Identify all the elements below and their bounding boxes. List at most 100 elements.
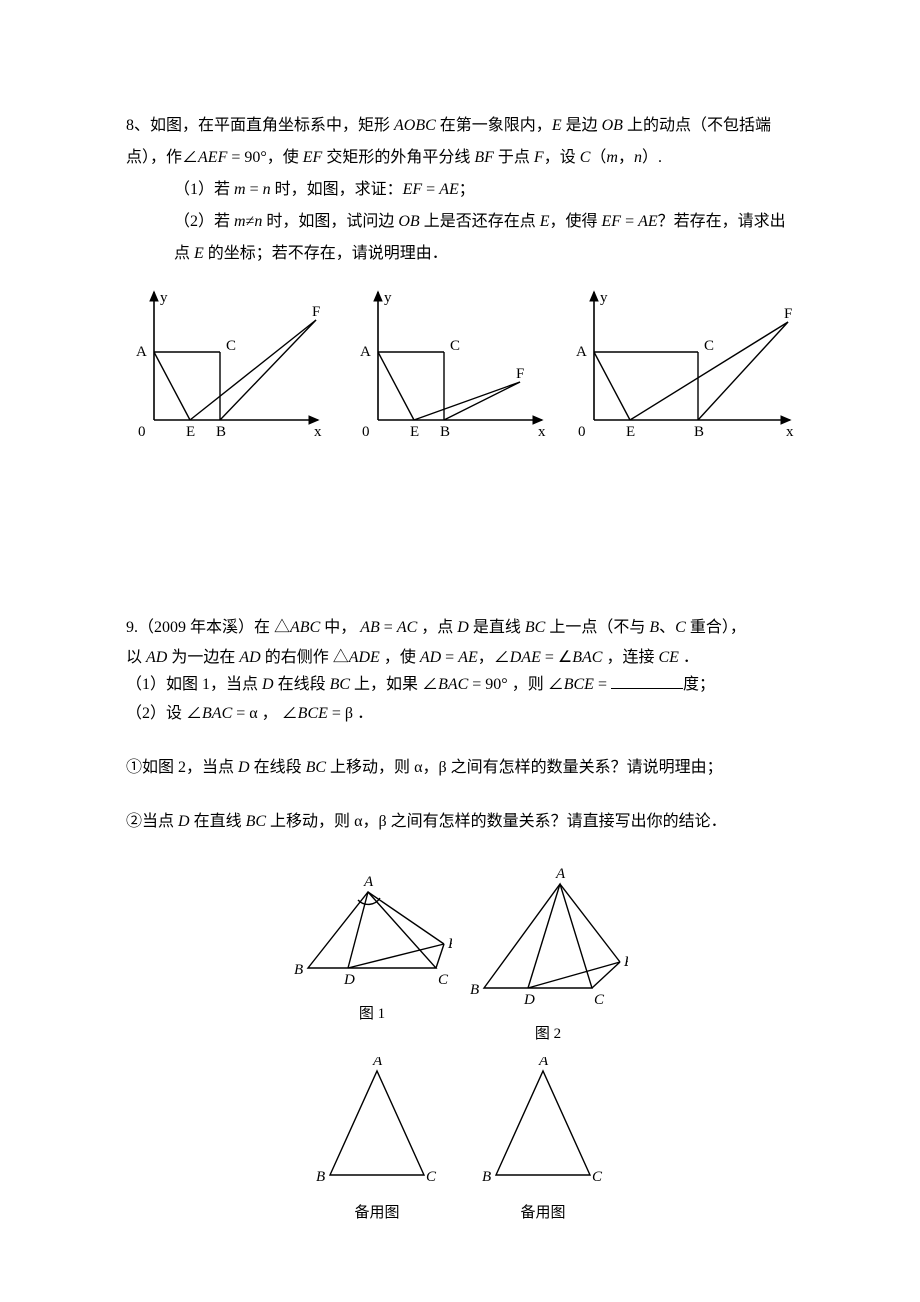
figure-caption: 图 2 (468, 1024, 628, 1045)
t: = (594, 676, 611, 693)
svg-text:x: x (538, 424, 546, 440)
t: （ (590, 149, 606, 166)
t: ． (353, 705, 373, 722)
v: m (234, 213, 246, 230)
t: 时，如图，求证： (271, 181, 403, 198)
v: BC (306, 759, 326, 776)
v: B (649, 619, 659, 636)
t: ． (679, 649, 699, 666)
svg-text:B: B (294, 962, 303, 978)
t: 上，如果 ∠ (350, 676, 438, 693)
t: ，点 (417, 619, 457, 636)
svg-text:A: A (576, 344, 587, 360)
fill-blank[interactable] (611, 672, 683, 689)
v: D (262, 676, 274, 693)
t: ； (459, 181, 475, 198)
t: 是边 (562, 117, 602, 134)
t: 时，如图，试问边 (262, 213, 398, 230)
triangle-figure: A B C 备用图 (468, 1057, 618, 1224)
svg-text:F: F (516, 366, 524, 382)
p8-q2: （2）若 m≠n 时，如图，试问边 OB 上是否还存在点 E，使得 EF = A… (126, 206, 794, 270)
figure-caption: 备用图 (302, 1203, 452, 1224)
svg-text:F: F (312, 304, 320, 320)
t: 中， (320, 619, 360, 636)
svg-text:C: C (426, 1169, 437, 1185)
svg-text:A: A (538, 1057, 549, 1069)
t: （1）如图 1，当点 (126, 676, 262, 693)
v: EF (403, 181, 423, 198)
v: C (580, 149, 591, 166)
p9-s2: ②当点 D 在直线 BC 上移动，则 α，β 之间有怎样的数量关系？请直接写出你… (126, 806, 794, 838)
v: m (606, 149, 618, 166)
t: ， (618, 149, 634, 166)
p9-line2: 以 AD 为一边在 AD 的右侧作 △ADE ，使 AD = AE，∠DAE =… (126, 644, 794, 671)
t: ， (362, 813, 378, 830)
v: AE (458, 649, 478, 666)
p9-q2: （2）设 ∠BAC = α ， ∠BCE = β ． (126, 698, 794, 730)
v: BAC (202, 705, 232, 722)
v: OB (398, 213, 419, 230)
t: ，连接 (602, 649, 658, 666)
p8-intro: 8、如图，在平面直角坐标系中，矩形 AOBC 在第一象限内，E 是边 OB 上的… (126, 110, 794, 174)
v: BCE (564, 676, 594, 693)
spacer (126, 472, 794, 612)
svg-text:E: E (626, 424, 635, 440)
t: 重合）， (686, 619, 746, 636)
v: AC (397, 619, 417, 636)
t: ，设 (544, 149, 580, 166)
t: = 90° ，则 ∠ (468, 676, 563, 693)
v: AD (146, 649, 167, 666)
beta: β (438, 759, 446, 776)
t: = (621, 213, 638, 230)
v: BC (525, 619, 545, 636)
figure-caption: 备用图 (468, 1203, 618, 1224)
t: （2）若 (174, 213, 234, 230)
v: AE (439, 181, 459, 198)
t: 上移动，则 (266, 813, 354, 830)
figure-caption: 图 1 (292, 1004, 452, 1025)
coord-figure: y x 0 A C B E F (120, 282, 328, 464)
svg-text:D: D (343, 972, 355, 988)
svg-text:C: C (592, 1169, 603, 1185)
svg-text:A: A (136, 344, 147, 360)
v: AOBC (394, 117, 436, 134)
spacer (126, 730, 794, 752)
t: = (232, 705, 249, 722)
t: = 90°，使 (227, 149, 302, 166)
v: AD (420, 649, 441, 666)
t: = (246, 181, 263, 198)
v: AB (360, 619, 380, 636)
svg-text:B: B (694, 424, 704, 440)
t: = (328, 705, 345, 722)
v: ADE (349, 649, 380, 666)
t: 上是否还存在点 (420, 213, 540, 230)
v: EF (303, 149, 323, 166)
svg-text:y: y (600, 290, 608, 306)
svg-text:B: B (470, 982, 479, 998)
t: 在第一象限内， (436, 117, 552, 134)
t: （1）若 (174, 181, 234, 198)
v: DAE (510, 649, 541, 666)
svg-text:B: B (216, 424, 226, 440)
svg-text:y: y (160, 290, 168, 306)
v: D (238, 759, 250, 776)
triangle-figure: DE A B C 图 2 (468, 868, 628, 1045)
t: 之间有怎样的数量关系？请说明理由； (447, 759, 723, 776)
p9-line1: 9.（2009 年本溪）在 △ABC 中， AB = AC ，点 D 是直线 B… (126, 612, 794, 644)
v: BAC (438, 676, 468, 693)
t: 上一点（不与 (545, 619, 649, 636)
svg-text:E: E (186, 424, 195, 440)
v: E (194, 245, 204, 262)
t: ， (422, 759, 438, 776)
svg-text:A: A (363, 874, 374, 890)
svg-text:A: A (555, 868, 566, 882)
t: ，∠ (478, 649, 510, 666)
svg-text:x: x (786, 424, 794, 440)
spacer (126, 838, 794, 856)
v: F (534, 149, 544, 166)
v: ABC (290, 619, 320, 636)
v: n (263, 181, 271, 198)
t: 在线段 (274, 676, 330, 693)
svg-text:E: E (410, 424, 419, 440)
t: （2）设 ∠ (126, 705, 202, 722)
